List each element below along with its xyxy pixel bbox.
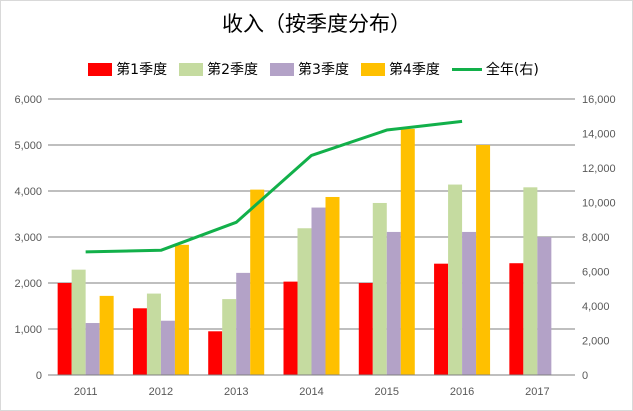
x-tick-label: 2017 — [525, 386, 549, 398]
bar-q4 — [174, 244, 189, 375]
legend-swatch-q3 — [270, 62, 295, 76]
y-left-tick-label: 0 — [36, 370, 42, 382]
bar-q3 — [462, 231, 477, 375]
legend-label-q1: 第1季度 — [116, 62, 168, 78]
x-tick-label: 2013 — [224, 386, 248, 398]
bar-q1 — [509, 263, 524, 375]
bar-q4 — [250, 189, 265, 375]
legend-swatch-total — [451, 67, 482, 71]
y-right-axis: 0 2,000 4,000 6,000 8,000 10,000 12,000 14,000 1… — [582, 94, 616, 382]
x-tick-label: 2016 — [450, 386, 474, 398]
bar-q1 — [208, 331, 223, 375]
y-left-tick-label: 3,000 — [14, 232, 42, 244]
bar-marks — [57, 128, 552, 375]
legend-label-total: 全年(右) — [485, 62, 539, 78]
line-marks — [85, 119, 463, 254]
bar-q3 — [386, 231, 401, 375]
legend-label-q4: 第4季度 — [388, 62, 440, 78]
bar-q2 — [222, 299, 237, 375]
y-left-tick-label: 1,000 — [14, 324, 42, 336]
bar-q2 — [71, 269, 86, 375]
bar-q2 — [372, 202, 387, 375]
x-tick-label: 2014 — [299, 386, 323, 398]
y-right-tick-label: 8,000 — [582, 232, 610, 244]
chart-legend: 第1季度 第2季度 第3季度 第4季度 全年(右) — [0, 58, 633, 80]
bar-q2 — [297, 228, 312, 375]
y-right-tick-label: 4,000 — [582, 301, 610, 313]
legend-item-total: 全年(右) — [451, 59, 539, 79]
line-total — [85, 119, 463, 254]
bar-q3 — [236, 272, 251, 375]
x-tick-label: 2011 — [74, 386, 98, 398]
x-tick-label: 2015 — [375, 386, 399, 398]
bar-q4 — [400, 128, 415, 375]
y-right-tick-label: 16,000 — [582, 94, 616, 106]
legend-label-q3: 第3季度 — [298, 62, 349, 78]
bar-q4 — [325, 196, 340, 375]
y-left-tick-label: 6,000 — [14, 94, 42, 106]
bar-q4 — [99, 295, 114, 375]
legend-swatch-q1 — [88, 62, 113, 76]
x-axis: 2011 2012 2013 2014 2015 2016 2017 — [48, 374, 575, 398]
y-left-tick-label: 4,000 — [14, 186, 42, 198]
bar-q3 — [160, 320, 175, 375]
legend-item-q2: 第2季度 — [179, 59, 258, 79]
bar-q2 — [523, 187, 538, 375]
y-right-tick-label: 10,000 — [582, 198, 616, 210]
bar-q4 — [476, 145, 491, 375]
y-left-tick-label: 2,000 — [14, 278, 42, 290]
y-left-axis: 0 1,000 2,000 3,000 4,000 5,000 6,000 — [14, 94, 42, 382]
legend-swatch-q2 — [179, 62, 204, 76]
bar-q1 — [283, 281, 298, 375]
bar-q3 — [85, 323, 100, 375]
legend-item-q3: 第3季度 — [270, 59, 349, 79]
chart-title: 收入（按季度分布） — [222, 12, 411, 36]
bar-q1 — [57, 283, 72, 375]
bar-q3 — [311, 207, 326, 375]
bar-q2 — [448, 184, 463, 375]
bar-q3 — [537, 237, 552, 375]
y-left-tick-label: 5,000 — [14, 140, 42, 152]
legend-item-q1: 第1季度 — [88, 59, 167, 79]
bar-q1 — [132, 308, 147, 375]
legend-swatch-q4 — [360, 62, 385, 76]
legend-label-q2: 第2季度 — [207, 62, 259, 78]
y-right-tick-label: 12,000 — [582, 163, 616, 175]
x-tick-label: 2012 — [149, 386, 173, 398]
y-right-tick-label: 2,000 — [582, 336, 610, 348]
bar-q1 — [434, 263, 449, 375]
bar-q1 — [358, 283, 373, 375]
y-right-tick-label: 14,000 — [582, 129, 616, 141]
bar-q2 — [146, 293, 161, 375]
y-right-tick-label: 0 — [582, 370, 588, 382]
y-right-tick-label: 6,000 — [582, 267, 610, 279]
legend-item-q4: 第4季度 — [360, 59, 440, 79]
